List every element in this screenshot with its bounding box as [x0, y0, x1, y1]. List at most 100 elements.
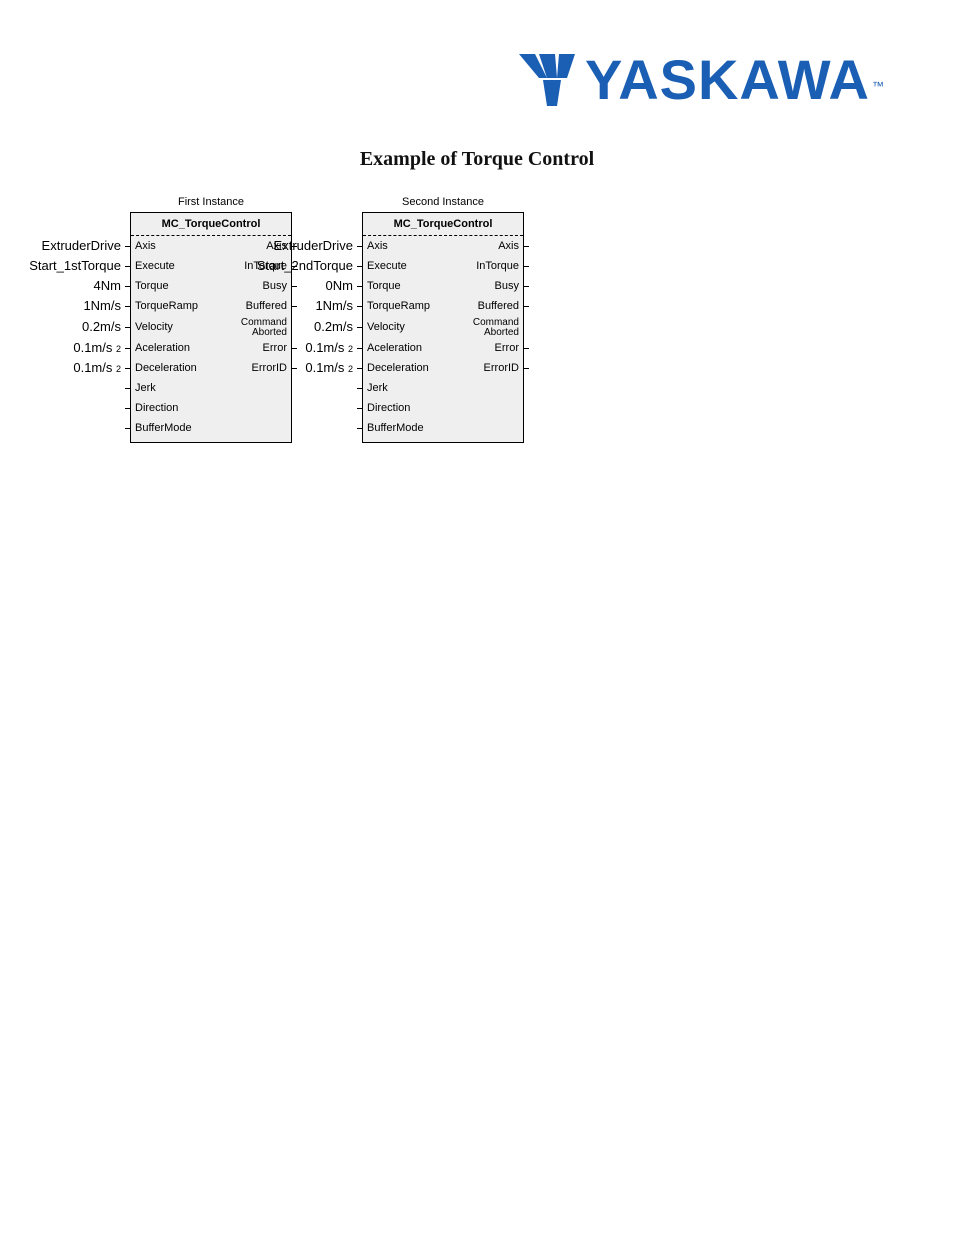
fb-row: BufferMode — [131, 418, 291, 438]
fb-header: MC_TorqueControl — [363, 213, 523, 236]
fb-row: DecelerationErrorID0.1m/s 2 — [131, 358, 291, 378]
fb-input-pin: TorqueRamp — [135, 296, 198, 316]
fb-output-pin: CommandAborted — [241, 317, 287, 338]
fb-input-external-label: 0.2m/s — [82, 316, 121, 338]
pin-stub-left — [125, 388, 131, 389]
pin-stub-left — [357, 266, 363, 267]
pin-stub-left — [125, 408, 131, 409]
fb-box: MC_TorqueControlAxisAxisExtruderDriveExe… — [130, 212, 292, 443]
fb-row: DecelerationErrorID0.1m/s 2 — [363, 358, 523, 378]
fb-row: TorqueBusy4Nm — [131, 276, 291, 296]
pin-stub-left — [357, 246, 363, 247]
fb-block-wrapper: MC_TorqueControlAxisAxisExtruderDriveExe… — [130, 212, 292, 443]
fb-input-external-label: 0.1m/s 2 — [73, 338, 121, 358]
fb-input-external-label: Start_2ndTorque — [257, 256, 353, 276]
instance-label: First Instance — [178, 196, 244, 208]
fb-header: MC_TorqueControl — [131, 213, 291, 236]
page: YASKAWA ™ Example of Torque Control Firs… — [0, 0, 954, 1235]
fb-row: Direction — [131, 398, 291, 418]
fb-input-pin: Aceleration — [135, 338, 190, 358]
fb-input-pin: Velocity — [367, 316, 405, 338]
fb-row: AcelerationError0.1m/s 2 — [131, 338, 291, 358]
fb-input-pin: Velocity — [135, 316, 173, 338]
fb-input-external-label: 4Nm — [94, 276, 121, 296]
page-title: Example of Torque Control — [0, 148, 954, 171]
pin-stub-right — [291, 286, 297, 287]
fb-output-pin: Error — [263, 338, 287, 358]
pin-stub-left — [357, 327, 363, 328]
pin-stub-right — [291, 306, 297, 307]
fb-input-pin: Aceleration — [367, 338, 422, 358]
fb-instance: First Instance MC_TorqueControlAxisAxisEx… — [130, 196, 292, 443]
fb-input-pin: Execute — [367, 256, 407, 276]
fb-input-pin: Jerk — [367, 378, 388, 398]
brand-name: YASKAWA — [585, 52, 870, 108]
fb-output-pin: Busy — [263, 276, 287, 296]
fb-row: TorqueRampBuffered1Nm/s — [131, 296, 291, 316]
instance-label: Second Instance — [402, 196, 484, 208]
pin-stub-right — [291, 348, 297, 349]
fb-row: ExecuteInTorqueStart_2ndTorque — [363, 256, 523, 276]
pin-stub-left — [357, 286, 363, 287]
pin-stub-right — [291, 368, 297, 369]
pin-stub-left — [357, 428, 363, 429]
fb-input-pin: Execute — [135, 256, 175, 276]
fb-instance: Second InstanceMC_TorqueControlAxisAxisE… — [362, 196, 524, 443]
pin-stub-left — [125, 428, 131, 429]
fb-row: VelocityCommandAborted0.2m/s — [363, 316, 523, 338]
fb-input-pin: Deceleration — [135, 358, 197, 378]
pin-stub-right — [523, 246, 529, 247]
pin-stub-left — [357, 388, 363, 389]
fb-output-pin: ErrorID — [252, 358, 287, 378]
fb-row: TorqueBusy0Nm — [363, 276, 523, 296]
fb-input-pin: Deceleration — [367, 358, 429, 378]
fb-input-external-label: 0.2m/s — [314, 316, 353, 338]
pin-stub-left — [125, 266, 131, 267]
fb-input-external-label: ExtruderDrive — [42, 236, 121, 256]
pin-stub-right — [523, 286, 529, 287]
pin-stub-right — [523, 306, 529, 307]
fb-row: Direction — [363, 398, 523, 418]
pin-stub-left — [357, 368, 363, 369]
fb-input-external-label: 0.1m/s 2 — [305, 358, 353, 378]
fb-row: AxisAxisExtruderDrive — [363, 236, 523, 256]
fb-row: AcelerationError0.1m/s 2 — [363, 338, 523, 358]
fb-output-pin: CommandAborted — [473, 317, 519, 338]
pin-stub-left — [125, 286, 131, 287]
fb-input-pin: TorqueRamp — [367, 296, 430, 316]
fb-output-pin: Buffered — [478, 296, 519, 316]
diagram-area: First InstanceMC_TorqueControlAxisAxisEx… — [130, 196, 894, 443]
fb-input-external-label: Start_1stTorque — [29, 256, 121, 276]
fb-row: BufferMode — [363, 418, 523, 438]
fb-output-pin: Axis — [498, 236, 519, 256]
pin-stub-right — [523, 266, 529, 267]
fb-output-pin: ErrorID — [484, 358, 519, 378]
fb-input-pin: Axis — [367, 236, 388, 256]
fb-row: VelocityCommandAborted0.2m/s — [131, 316, 291, 338]
pin-stub-left — [125, 246, 131, 247]
fb-input-pin: BufferMode — [135, 418, 192, 438]
fb-output-pin: Buffered — [246, 296, 287, 316]
fb-input-external-label: 0.1m/s 2 — [305, 338, 353, 358]
fb-row: Jerk — [363, 378, 523, 398]
pin-stub-left — [125, 368, 131, 369]
fb-row: AxisAxisExtruderDrive — [131, 236, 291, 256]
fb-output-pin: Busy — [495, 276, 519, 296]
pin-stub-left — [357, 348, 363, 349]
fb-row: Jerk — [131, 378, 291, 398]
fb-input-pin: Torque — [367, 276, 401, 296]
pin-stub-right — [523, 368, 529, 369]
fb-input-pin: Direction — [367, 398, 410, 418]
fb-output-pin: InTorque — [476, 256, 519, 276]
fb-output-pin: Error — [495, 338, 519, 358]
fb-input-pin: Axis — [135, 236, 156, 256]
fb-block-wrapper: MC_TorqueControlAxisAxisExtruderDriveExe… — [362, 212, 524, 443]
fb-input-external-label: 0Nm — [326, 276, 353, 296]
fb-input-external-label: 1Nm/s — [83, 296, 121, 316]
fb-input-pin: Direction — [135, 398, 178, 418]
fb-box: MC_TorqueControlAxisAxisExtruderDriveExe… — [362, 212, 524, 443]
pin-stub-right — [523, 348, 529, 349]
pin-stub-left — [357, 306, 363, 307]
pin-stub-left — [125, 306, 131, 307]
brand-tm: ™ — [872, 79, 884, 93]
